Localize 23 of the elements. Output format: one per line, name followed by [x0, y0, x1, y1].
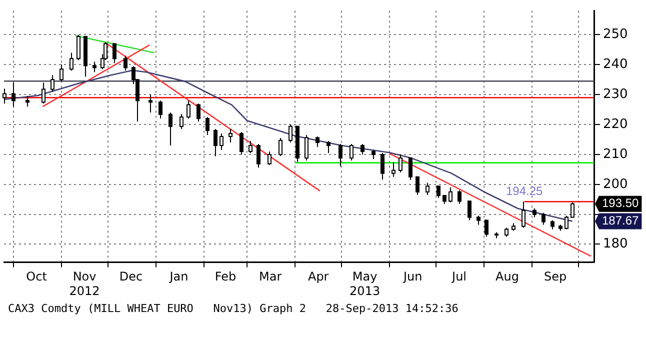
x-tick-label: Feb — [214, 270, 236, 284]
y-tick-label: 220 — [603, 116, 628, 132]
x-tick-label: Oct — [26, 270, 48, 284]
x-tick-label: Jun — [402, 270, 422, 284]
x-tick-label: Jul — [451, 270, 467, 284]
x-tick-label: Nov 2012 — [69, 270, 100, 298]
y-tick-label: 180 — [603, 236, 628, 252]
y-tick-label: 230 — [603, 86, 628, 102]
x-tick-label: Apr — [308, 270, 329, 284]
y-tick-label: 240 — [603, 57, 628, 72]
annotation: 194.25 — [506, 184, 543, 198]
x-tick-label: Sep — [544, 270, 567, 284]
x-tick-label: Aug — [496, 270, 519, 284]
annotation: 187.67 — [602, 214, 640, 228]
y-tick-label: 250 — [603, 27, 628, 42]
y-tick-label: 210 — [603, 146, 628, 162]
text: CAX3 Comdty (MILL WHEAT EURO Nov13) Graph 2 28-Sep-2013 14:52:36 — [8, 302, 458, 315]
x-tick-label: Mar — [259, 270, 282, 284]
x-tick-label: Dec — [119, 270, 143, 284]
x-tick-label: Jan — [168, 270, 188, 284]
y-tick-label: 200 — [603, 176, 628, 192]
x-tick-label: May 2013 — [350, 270, 380, 298]
annotation: 193.50 — [602, 196, 640, 210]
